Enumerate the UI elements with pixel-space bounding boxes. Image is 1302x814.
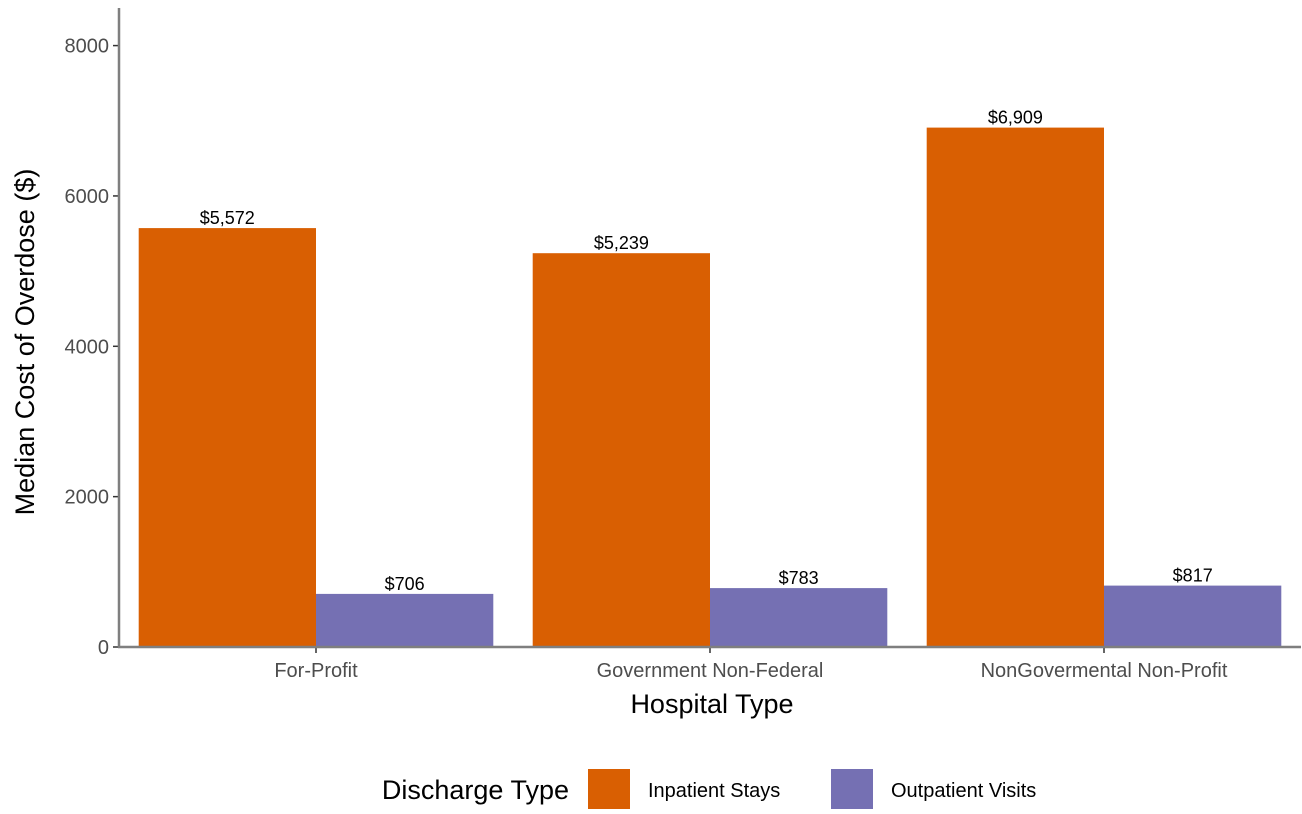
legend-key-inpatient-stays xyxy=(588,769,630,811)
data-label: $5,572 xyxy=(200,208,255,228)
bar-inpatient-stays-3 xyxy=(926,127,1104,648)
data-label: $6,909 xyxy=(988,108,1043,128)
legend-label: Outpatient Visits xyxy=(891,780,1036,802)
y-tick-label: 8000 xyxy=(65,36,110,58)
bar-inpatient-stays-2 xyxy=(532,253,710,647)
data-label: $5,239 xyxy=(594,233,649,253)
y-tick-label: 0 xyxy=(98,637,109,659)
data-label: $783 xyxy=(779,568,819,588)
data-label: $706 xyxy=(385,574,425,594)
x-tick-label: For-Profit xyxy=(274,660,358,682)
y-tick-label: 6000 xyxy=(65,186,110,208)
legend-label: Inpatient Stays xyxy=(648,780,780,802)
legend-title: Discharge Type xyxy=(382,775,569,805)
y-tick-label: 4000 xyxy=(65,336,110,358)
y-axis-title: Median Cost of Overdose ($) xyxy=(10,169,40,516)
bar-inpatient-stays-1 xyxy=(138,228,316,647)
x-tick-label: NonGovermental Non-Profit xyxy=(981,660,1228,682)
axes: For-Profit Government Non-Federal NonGover… xyxy=(65,8,1301,682)
data-label: $817 xyxy=(1173,566,1213,586)
bar-outpatient-visits-2 xyxy=(710,588,888,647)
legend-key-outpatient-visits xyxy=(831,769,873,811)
y-tick-label: 2000 xyxy=(65,487,110,509)
bar-outpatient-visits-1 xyxy=(316,593,494,647)
legend: Discharge Type Inpatient Stays Outpatient… xyxy=(382,769,1036,811)
plot-area: $5,572 $706 $5,239 $783 $6,909 $817 xyxy=(138,108,1282,648)
x-axis-title: Hospital Type xyxy=(630,689,793,719)
bar-outpatient-visits-3 xyxy=(1104,585,1282,647)
x-tick-label: Government Non-Federal xyxy=(597,660,824,682)
